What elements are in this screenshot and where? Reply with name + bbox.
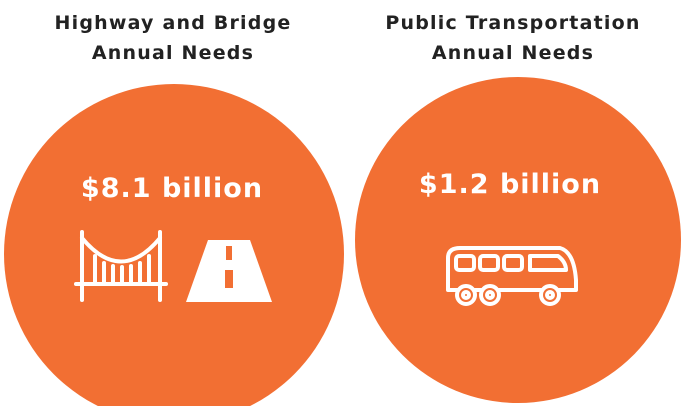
road-icon — [186, 240, 272, 302]
panel-title: Highway and Bridge — [55, 12, 292, 34]
panel-title: Public Transportation — [385, 12, 640, 34]
panel-title: Annual Needs — [92, 42, 254, 64]
panel-title: Annual Needs — [432, 42, 594, 64]
bus-icon — [446, 246, 578, 306]
circle — [355, 77, 681, 403]
amount: $1.2 billion — [419, 169, 601, 200]
circle — [4, 84, 344, 406]
amount: $8.1 billion — [81, 173, 263, 204]
bridge-icon — [74, 230, 168, 302]
